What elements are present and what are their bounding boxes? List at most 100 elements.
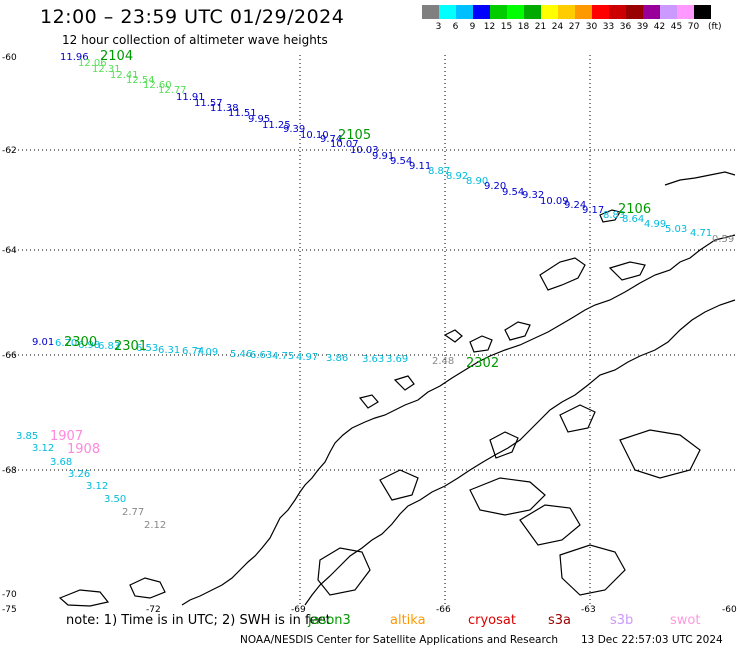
swh-value: 0.59: [712, 234, 734, 245]
lat-label: -66: [2, 351, 17, 361]
colorbar-cell: [541, 5, 558, 19]
lon-label: -72: [146, 605, 161, 615]
swh-value: 9.54: [390, 156, 412, 167]
swh-value: 3.86: [326, 353, 348, 364]
colorbar-label: 30: [585, 22, 598, 32]
footer-note: note: 1) Time is in UTC; 2) SWH is in fe…: [66, 613, 331, 628]
colorbar-cell: [575, 5, 592, 19]
swh-value: 8.64: [622, 214, 644, 225]
swh-value: 3.85: [16, 431, 38, 442]
colorbar-cell: [507, 5, 524, 19]
swh-value: 6.98: [78, 340, 100, 351]
swh-value: 12.31: [92, 64, 121, 75]
lat-label: -68: [2, 466, 17, 476]
swh-value: 9.74: [320, 134, 342, 145]
swh-value: 4.97: [296, 352, 318, 363]
colorbar-cell: [677, 5, 694, 19]
swh-value: 12.41: [110, 70, 139, 81]
pass-time-label: 2301: [114, 339, 147, 354]
colorbar-cell: [439, 5, 456, 19]
colorbar-label: 27: [568, 22, 581, 32]
lon-label: -60: [722, 605, 737, 615]
swh-value: 3.63: [362, 354, 384, 365]
swh-value: 4.99: [644, 219, 666, 230]
swh-value: 2.12: [144, 520, 166, 531]
colorbar-label: 15: [500, 22, 513, 32]
lat-label: -62: [2, 146, 17, 156]
pass-time-label: 2302: [466, 356, 499, 371]
satellite-legend-cryosat: cryosat: [468, 613, 516, 628]
swh-value: 3.12: [86, 481, 108, 492]
swh-value: 5.03: [665, 224, 687, 235]
swh-value: 12.77: [158, 85, 187, 96]
colorbar-label: 12: [483, 22, 496, 32]
swh-value: 3.50: [104, 494, 126, 505]
pass-labels: 2104 2105 2106 2300 2301 2302 1907 1908: [50, 49, 651, 457]
colorbar-cell: [626, 5, 643, 19]
swh-value: 10.03: [350, 145, 379, 156]
swh-value: 8.90: [466, 176, 488, 187]
pass-time-label: 2106: [618, 202, 651, 217]
colorbar-label: 36: [619, 22, 632, 32]
swh-value: 9.01: [32, 337, 54, 348]
swh-value: 11.51: [228, 108, 257, 119]
colorbar-label: 39: [636, 22, 649, 32]
swh-value: 5.46: [230, 349, 252, 360]
swh-value: 9.32: [522, 190, 544, 201]
generated-timestamp: 13 Dec 22:57:03 UTC 2024: [581, 634, 723, 646]
colorbar-cell: [422, 5, 439, 19]
colorbar-cell: [592, 5, 609, 19]
swh-value: 6.53: [136, 343, 158, 354]
colorbar-label: 33: [602, 22, 615, 32]
swh-value: 4.71: [690, 228, 712, 239]
swh-value: 6.83: [98, 341, 120, 352]
pass-time-label: 2104: [100, 49, 133, 64]
satellite-legend-altika: altika: [390, 613, 426, 628]
colorbar-cell: [456, 5, 473, 19]
colorbar-label: 45: [670, 22, 683, 32]
colorbar-cell: [473, 5, 490, 19]
colorbar-label: 6: [452, 22, 459, 32]
swh-value: 8.87: [428, 166, 450, 177]
swh-value: 11.38: [210, 103, 239, 114]
colorbar-cell: [694, 5, 711, 19]
swh-value: 7.09: [196, 347, 218, 358]
swh-value: 9.24: [564, 200, 586, 211]
swh-value: 11.25: [262, 120, 291, 131]
swh-value: 9.39: [283, 124, 305, 135]
swh-value: 2.48: [432, 356, 454, 367]
satellite-legend-swot: swot: [670, 613, 701, 628]
swh-value: 12.06: [78, 58, 107, 69]
colorbar-cell: [660, 5, 677, 19]
swh-value: 2.77: [122, 507, 144, 518]
page-title: 12:00 – 23:59 UTC 01/29/2024: [40, 6, 345, 28]
swh-value: 9.20: [484, 181, 506, 192]
colorbar-cell: [524, 5, 541, 19]
swh-value: 10.10: [300, 130, 329, 141]
colorbar-label: 21: [534, 22, 547, 32]
lat-label: -70: [2, 590, 17, 600]
lon-axis-labels: -75 -72 -69 -66 -63 -60: [2, 605, 737, 615]
lat-label: -64: [2, 246, 17, 256]
swh-value: 10.07: [330, 139, 359, 150]
swh-value: 6.70: [55, 338, 77, 349]
swh-value: 6.63: [250, 350, 272, 361]
swh-value: 9.54: [502, 187, 524, 198]
track3-values: 3.85 3.12 3.68 3.26 3.12 3.50 2.77 2.12: [16, 431, 166, 531]
colorbar-cell: [609, 5, 626, 19]
swh-value: 4.75: [272, 351, 294, 362]
swh-value: 3.26: [68, 469, 90, 480]
colorbar-label: 9: [469, 22, 476, 32]
track2-values: 9.01 6.70 6.98 6.83 6.53 6.31 6.74 7.09 …: [32, 337, 454, 367]
lon-label: -75: [2, 605, 17, 615]
colorbar-label: 24: [551, 22, 564, 32]
swh-value: 12.60: [143, 80, 172, 91]
lat-axis-labels: -60 -62 -64 -66 -68 -70: [2, 53, 17, 600]
swh-value: 6.31: [158, 345, 180, 356]
swh-value: 8.92: [446, 171, 468, 182]
pass-time-label: 2105: [338, 128, 371, 143]
colorbar-label: 70: [687, 22, 700, 32]
swh-value: 8.83: [603, 210, 625, 221]
colorbar-cell: [643, 5, 660, 19]
satellite-legend-s3b: s3b: [610, 613, 634, 628]
